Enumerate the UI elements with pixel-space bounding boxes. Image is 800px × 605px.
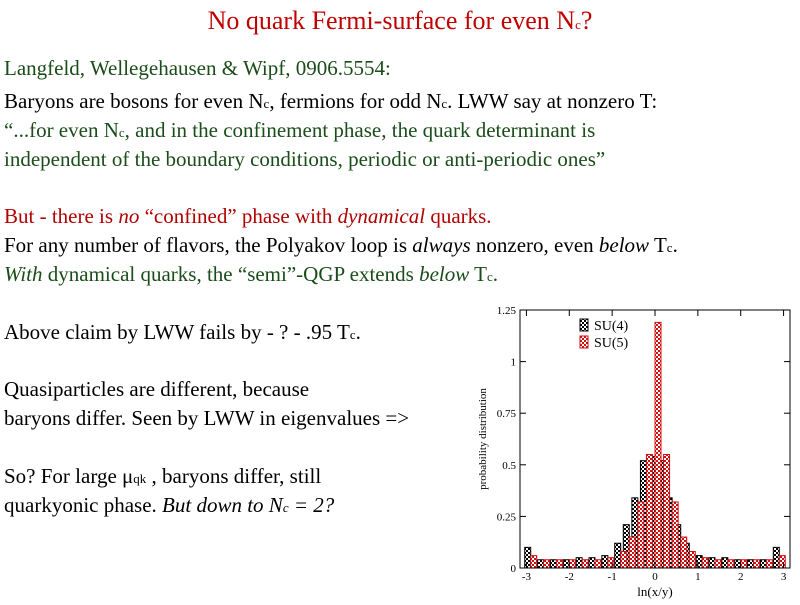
su5-bar (645, 453, 653, 569)
su5-bar (740, 559, 748, 569)
su4-bar (708, 557, 716, 569)
su4-bar (601, 555, 609, 569)
su5-bar (688, 550, 696, 569)
su5-bar (620, 550, 628, 569)
legend-label: SU(4) (594, 319, 629, 334)
x-tick-label: -2 (565, 571, 574, 583)
su5-bar (778, 555, 786, 569)
su5-bar (607, 557, 615, 569)
y-tick-label: 0.25 (497, 511, 517, 523)
su4-bar (537, 559, 545, 569)
chart-legend: SU(4) SU(5) (579, 318, 629, 351)
semi-qgp-line: With dynamical quarks, the “semi”-QGP ex… (4, 262, 498, 286)
su4-bar (614, 542, 622, 569)
su5-bar (671, 501, 679, 569)
su4-bar (721, 557, 729, 569)
su5-bar (530, 555, 538, 569)
su4-bar (524, 546, 532, 569)
su5-bar (753, 559, 761, 569)
su5-bar (594, 559, 602, 569)
su5-bar (628, 536, 636, 569)
y-tick-label: 1 (511, 357, 517, 369)
quote-line-2: independent of the boundary conditions, … (4, 147, 606, 171)
x-tick-label: 2 (738, 571, 744, 583)
su5-bar (765, 559, 773, 569)
so-line: So? For large μqk , baryons differ, stil… (4, 464, 322, 488)
su5-bar (637, 501, 645, 569)
su4-bar (562, 559, 570, 569)
su4-bar (759, 559, 767, 569)
x-tick-label: 0 (652, 571, 658, 583)
x-tick-label: 3 (781, 571, 787, 583)
y-tick-label: 1.25 (497, 305, 517, 317)
histogram-chart: -3 -2 -1 0 1 2 3 0 0.25 0.5 0.75 1 1.25 probability … (470, 298, 800, 600)
x-tick-label: -3 (522, 571, 532, 583)
quasiparticle-line-1: Quasiparticles are different, because (4, 377, 310, 401)
legend-label: SU(5) (594, 336, 629, 351)
y-tick-label: 0.75 (497, 408, 517, 420)
su5-bar (568, 559, 576, 569)
y-tick-label: 0 (511, 563, 517, 575)
quote-line-1: “...for even Nc, and in the confinement … (4, 118, 596, 142)
histogram-svg: -3 -2 -1 0 1 2 3 0 0.25 0.5 0.75 1 1.25 probability … (477, 305, 791, 599)
slide-title: No quark Fermi-surface for even Nc? (207, 6, 593, 35)
legend-swatch (579, 318, 589, 332)
but-line: But - there is no “confined” phase with … (4, 204, 492, 228)
su5-bar (680, 536, 688, 569)
su4-bar (588, 557, 596, 569)
su4-bar (747, 559, 755, 569)
su4-bar (772, 546, 780, 569)
su4-bar (549, 559, 557, 569)
baryons-line: Baryons are bosons for even Nc, fermions… (4, 89, 658, 113)
su5-bar (543, 559, 551, 569)
claim-line: Above claim by LWW fails by - ? - .95 Tc… (4, 320, 361, 344)
su4-bar (575, 557, 583, 569)
quarkyonic-line: quarkyonic phase. But down to Nc = 2? (4, 493, 335, 517)
reference-line: Langfeld, Wellegehausen & Wipf, 0906.555… (4, 56, 391, 80)
su5-bar (654, 321, 662, 569)
x-axis-label: ln(x/y) (637, 584, 672, 599)
y-axis-label: probability distribution (477, 388, 489, 490)
su5-bar (727, 559, 735, 569)
y-tick-label: 0.5 (502, 460, 516, 472)
su5-bar (701, 557, 709, 569)
x-tick-label: 1 (695, 571, 701, 583)
su4-bar (734, 559, 742, 569)
legend-swatch (579, 335, 589, 349)
su5-bar (663, 453, 671, 569)
polyakov-line: For any number of flavors, the Polyakov … (4, 233, 678, 257)
su5-bar (555, 559, 563, 569)
x-tick-label: -1 (608, 571, 617, 583)
su4-bar (695, 555, 703, 569)
quasiparticle-line-2: baryons differ. Seen by LWW in eigenvalu… (4, 406, 410, 430)
su5-bar (581, 559, 589, 569)
su5-bar (714, 559, 722, 569)
